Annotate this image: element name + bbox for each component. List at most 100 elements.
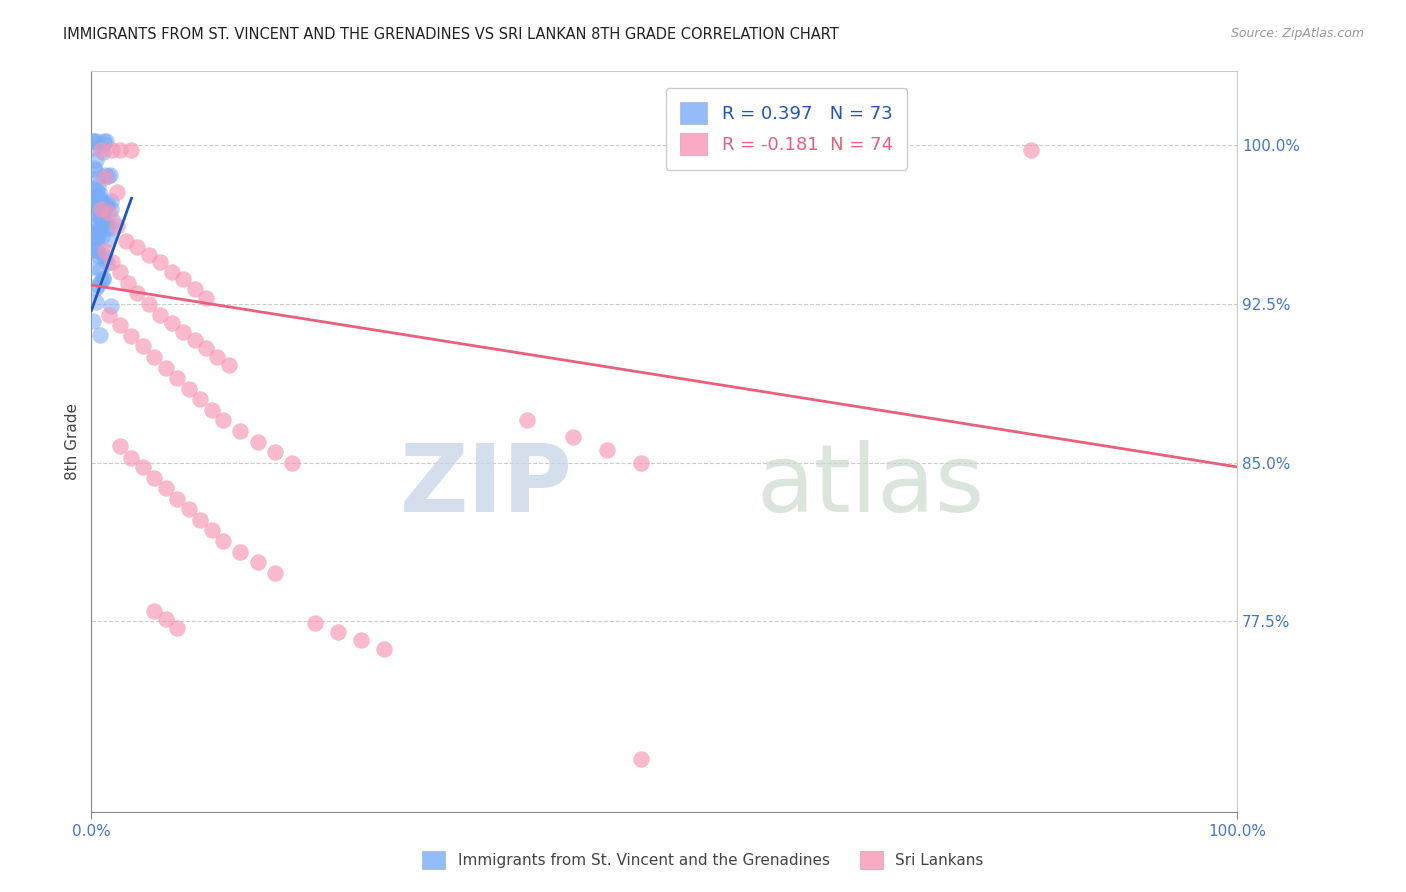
Point — [229, 424, 252, 438]
Point — [98, 168, 121, 182]
Point — [91, 271, 114, 285]
Point — [96, 195, 118, 210]
Point — [82, 243, 104, 257]
Point — [87, 208, 110, 222]
Point — [229, 544, 252, 558]
Point — [91, 202, 114, 216]
Text: ZIP: ZIP — [399, 440, 572, 532]
Point — [138, 248, 160, 262]
Point — [100, 221, 122, 235]
Point — [166, 491, 188, 506]
Point — [86, 231, 108, 245]
Point — [101, 254, 124, 268]
Point — [91, 272, 114, 286]
Point — [94, 221, 117, 235]
Point — [138, 297, 160, 311]
Point — [194, 291, 217, 305]
Point — [114, 234, 136, 248]
Point — [90, 202, 112, 216]
Point — [91, 145, 114, 160]
Point — [89, 328, 111, 343]
Point — [127, 286, 149, 301]
Point — [87, 278, 110, 293]
Point — [94, 252, 117, 267]
Point — [263, 566, 285, 580]
Point — [84, 281, 107, 295]
Text: IMMIGRANTS FROM ST. VINCENT AND THE GRENADINES VS SRI LANKAN 8TH GRADE CORRELATI: IMMIGRANTS FROM ST. VINCENT AND THE GREN… — [63, 27, 839, 42]
Point — [105, 219, 128, 233]
Point — [108, 439, 131, 453]
Text: atlas: atlas — [756, 440, 984, 532]
Point — [90, 215, 112, 229]
Point — [143, 470, 166, 484]
Point — [83, 161, 105, 175]
Point — [516, 413, 538, 427]
Point — [94, 134, 117, 148]
Point — [1019, 143, 1042, 157]
Point — [121, 451, 143, 466]
Point — [101, 143, 124, 157]
Point — [83, 229, 105, 244]
Point — [86, 184, 108, 198]
Point — [87, 178, 110, 193]
Point — [326, 624, 349, 639]
Point — [82, 194, 104, 208]
Point — [86, 244, 108, 258]
Point — [89, 249, 111, 263]
Point — [86, 244, 108, 258]
Point — [172, 271, 194, 285]
Point — [84, 163, 107, 178]
Point — [97, 232, 120, 246]
Point — [87, 222, 110, 236]
Point — [97, 308, 120, 322]
Point — [177, 502, 200, 516]
Point — [97, 169, 120, 184]
Point — [94, 168, 117, 182]
Point — [87, 224, 110, 238]
Point — [183, 333, 205, 347]
Point — [630, 752, 652, 766]
Point — [84, 134, 107, 148]
Point — [127, 240, 149, 254]
Point — [246, 555, 269, 569]
Point — [96, 198, 118, 212]
Point — [149, 254, 172, 268]
Point — [121, 328, 143, 343]
Point — [100, 299, 122, 313]
Point — [212, 413, 235, 427]
Point — [82, 134, 104, 148]
Point — [90, 274, 112, 288]
Point — [201, 524, 224, 538]
Point — [166, 371, 188, 385]
Point — [86, 230, 108, 244]
Point — [82, 217, 104, 231]
Point — [304, 616, 326, 631]
Point — [83, 182, 105, 196]
Legend: R = 0.397   N = 73, R = -0.181  N = 74: R = 0.397 N = 73, R = -0.181 N = 74 — [666, 87, 907, 169]
Point — [90, 203, 112, 218]
Point — [246, 434, 269, 449]
Point — [80, 239, 103, 253]
Point — [218, 359, 240, 373]
Point — [93, 137, 115, 152]
Point — [100, 194, 122, 208]
Point — [105, 185, 128, 199]
Point — [82, 260, 104, 275]
Y-axis label: 8th Grade: 8th Grade — [65, 403, 80, 480]
Point — [630, 456, 652, 470]
Point — [117, 276, 139, 290]
Point — [132, 459, 155, 474]
Text: Source: ZipAtlas.com: Source: ZipAtlas.com — [1230, 27, 1364, 40]
Point — [97, 206, 120, 220]
Point — [89, 187, 111, 202]
Point — [160, 265, 183, 279]
Point — [103, 213, 125, 227]
Point — [84, 153, 107, 167]
Point — [86, 171, 108, 186]
Point — [91, 202, 114, 217]
Point — [89, 192, 111, 206]
Point — [91, 197, 114, 211]
Point — [132, 339, 155, 353]
Point — [188, 392, 211, 407]
Point — [188, 513, 211, 527]
